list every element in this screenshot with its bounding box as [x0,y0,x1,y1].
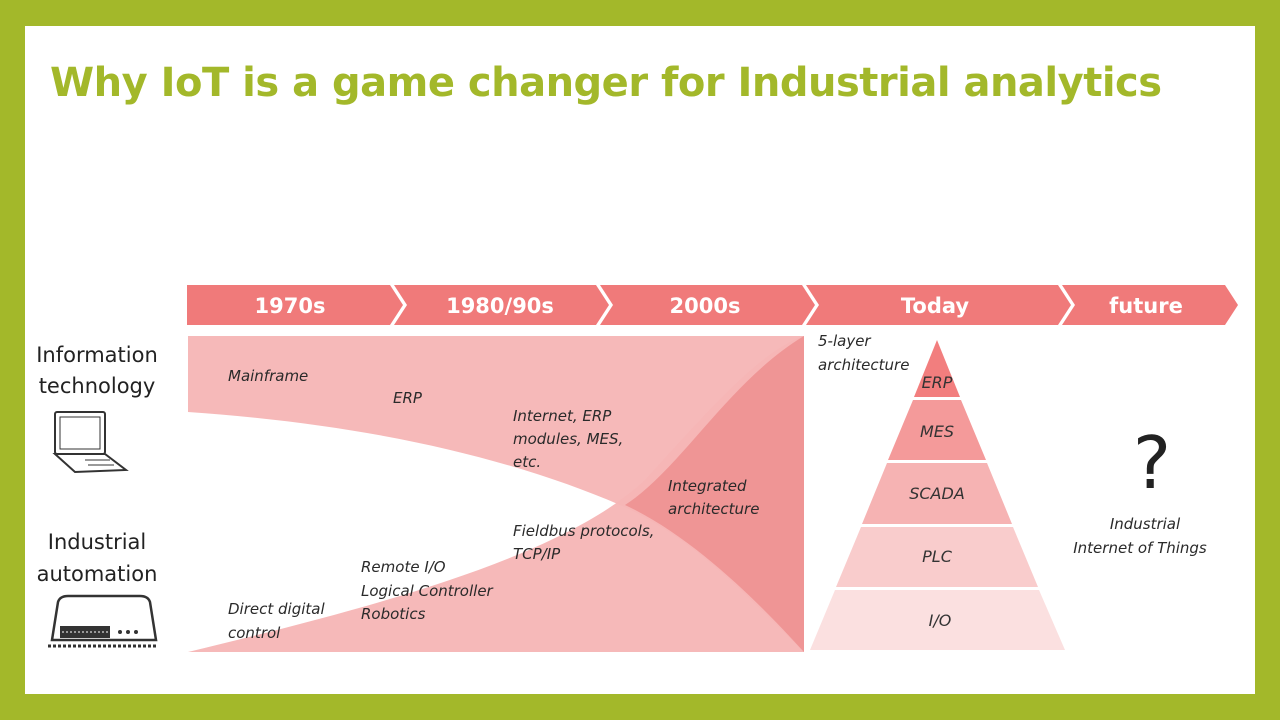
ia-band [188,336,804,652]
future-label-line1: Industrial [1110,515,1181,533]
note-remote-io-line3: Robotics [361,605,426,623]
pyramid-caption-line2: architecture [818,356,909,374]
pyramid-caption-line1: 5-layer [818,332,871,350]
pyramid-layer-erp [914,340,960,397]
pyramid-label-mes: MES [920,422,954,441]
era-chevron-1980s [394,285,609,325]
ia-label-line2: automation [37,562,158,586]
era-label-future: future [1109,294,1183,318]
era-label-1980s: 1980/90s [446,294,554,318]
pyramid-label-io: I/O [929,611,952,630]
slide-title: Why IoT is a game changer for Industrial… [50,60,1162,106]
note-remote-io-line1: Remote I/O [361,558,446,576]
note-mainframe: Mainframe [228,367,308,385]
future-label-line2: Internet of Things [1073,539,1207,557]
era-chevron-future [1062,285,1238,325]
era-label-2000s: 2000s [670,294,741,318]
era-chevron-2000s [600,285,815,325]
future-question-mark: ? [1133,421,1171,505]
it-band [188,336,804,652]
note-internet-line3: etc. [513,453,541,471]
era-chevron-1970s [187,285,403,325]
note-remote-io-line2: Logical Controller [361,582,494,600]
note-erp: ERP [393,389,423,407]
era-chevron-today [806,285,1071,325]
note-integrated-line1: Integrated [668,477,747,495]
it-label-line2: technology [39,374,156,398]
it-label-line1: Information [36,343,158,367]
era-label-1970s: 1970s [255,294,326,318]
industrial-device-icon [48,594,158,648]
note-fieldbus-line1: Fieldbus protocols, [513,522,654,540]
pyramid-layer-io [810,590,1065,650]
pyramid-label-plc: PLC [922,547,953,566]
pyramid-layer-scada [862,463,1012,524]
ia-label-line1: Industrial [48,530,147,554]
note-internet-line1: Internet, ERP [513,407,612,425]
note-integrated-line2: architecture [668,500,759,518]
pyramid-label-erp: ERP [922,373,953,392]
pyramid-layer-plc [836,527,1038,587]
pyramid-label-scada: SCADA [909,484,965,503]
note-ddc-line1: Direct digital [228,600,325,618]
note-internet-line2: modules, MES, [513,430,623,448]
five-layer-pyramid: ERP MES SCADA PLC I/O [810,340,1065,650]
era-banner: 1970s 1980/90s 2000s Today future [187,285,1238,325]
pyramid-layer-mes [888,400,986,460]
note-ddc-line2: control [228,624,281,642]
integrated-overlap [625,336,804,652]
note-fieldbus-line2: TCP/IP [513,545,561,563]
laptop-icon [52,411,129,474]
era-label-today: Today [901,294,970,318]
convergence-bands [188,336,804,652]
